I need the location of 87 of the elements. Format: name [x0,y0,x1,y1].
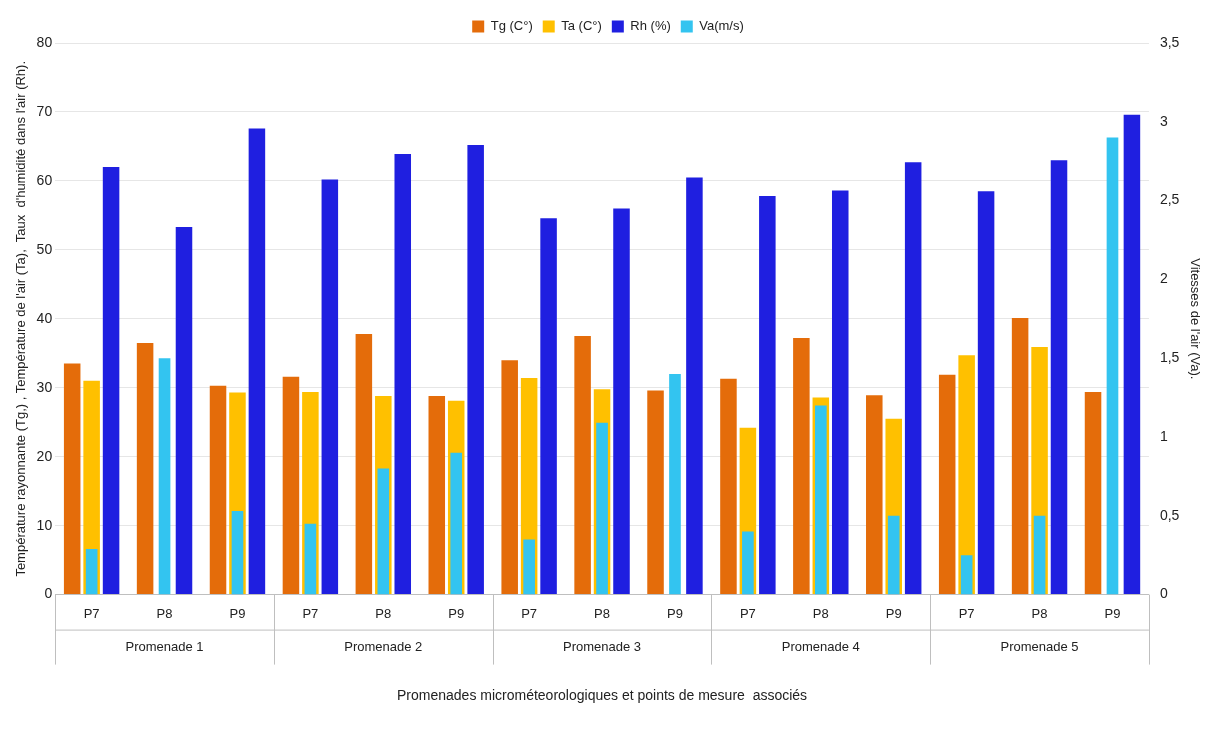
bar [304,523,317,595]
bar [831,190,849,595]
y-tick-label: 60 [36,171,53,188]
text: Promenade 2 [344,639,423,655]
y2-tick-label: 0 [1159,585,1168,602]
x-tick-label: P8 [812,605,829,621]
text: Promenade 3 [563,639,642,655]
x-tick-label: P9 [1104,605,1121,621]
bar [887,515,900,595]
bar [960,555,973,595]
bar [85,548,98,595]
x-tick-label: P9 [229,605,246,621]
y-tick-label: 0 [44,585,53,602]
bar [613,208,630,595]
bar [904,162,922,595]
y2-tick-label: 0,5 [1159,506,1180,523]
bar [742,531,754,595]
x-tick-label: P8 [594,605,611,621]
bar [938,374,956,595]
bar [1123,114,1141,595]
x-tick-label: P9 [448,605,465,621]
bar [686,177,703,595]
y-tick-label: 80 [36,33,53,50]
x-tick-label: P7 [302,605,319,621]
y2-tick-label: 2,5 [1159,191,1180,208]
x-tick-label: P7 [83,605,100,621]
x-tick-label: P8 [1031,605,1048,621]
y2-tick-label: 1,5 [1159,349,1180,366]
x-axis-title: Promenades microméteorologiques et points de mesure associés [397,687,808,704]
legend-label: Va(m/s) [699,18,744,34]
y-tick-label: 50 [36,240,53,257]
bar [377,468,390,595]
bar [63,363,81,595]
legend-label: Rh (%) [630,18,671,34]
y2-tick-label: 1 [1159,427,1168,444]
bar [866,395,883,595]
legend-label: Tg (C°) [490,18,533,34]
bar [647,390,664,595]
y2-tick-label: 2 [1159,270,1168,287]
bar [759,196,776,595]
bar [720,378,737,595]
bar [394,154,412,595]
bar [793,338,810,595]
bar [1106,137,1119,595]
text: Promenade 5 [1000,639,1079,655]
bar [1033,515,1046,595]
text: Promenade 4 [781,639,860,655]
legend-label: Ta (C°) [561,18,602,34]
bar [428,396,446,595]
y-tick-label: 40 [36,309,53,326]
y-tick-label: 30 [36,378,53,395]
bar [102,167,120,595]
y-tick-label: 20 [36,447,53,464]
bar [136,342,154,595]
bar [467,145,484,595]
y-axis-title: Température rayonnante (Tg,) , Température de l'air (Ta), Taux d'humidité dans l'air (Rh). [13,60,29,577]
bar [1050,160,1068,595]
bar [1011,318,1029,595]
bar [282,376,300,595]
y2-tick-label: 3,5 [1159,33,1180,50]
bar [574,336,591,595]
bar [248,128,266,595]
text: Promenade 1 [125,639,204,655]
bar [669,373,681,595]
bar [321,179,339,595]
bar [977,191,995,595]
bar [355,333,373,595]
x-tick-label: P7 [739,605,756,621]
x-tick-label: P9 [885,605,902,621]
x-tick-label: P9 [667,605,683,621]
bar [1084,391,1102,595]
y-tick-label: 10 [36,516,53,533]
y2-tick-label: 3 [1159,112,1168,129]
x-tick-label: P8 [375,605,392,621]
bar [158,358,171,595]
bar [175,227,193,595]
bar [540,218,557,595]
x-tick-label: P8 [156,605,173,621]
x-tick-label: P7 [958,605,975,621]
y-tick-label: 70 [36,102,53,119]
bar [523,539,535,595]
bar [501,360,518,595]
bar [209,385,227,595]
bar [450,452,463,595]
x-tick-label: P7 [521,605,538,621]
bar [231,511,244,595]
y2-axis-title: Vitesses de l'air (Va). [1187,258,1203,380]
